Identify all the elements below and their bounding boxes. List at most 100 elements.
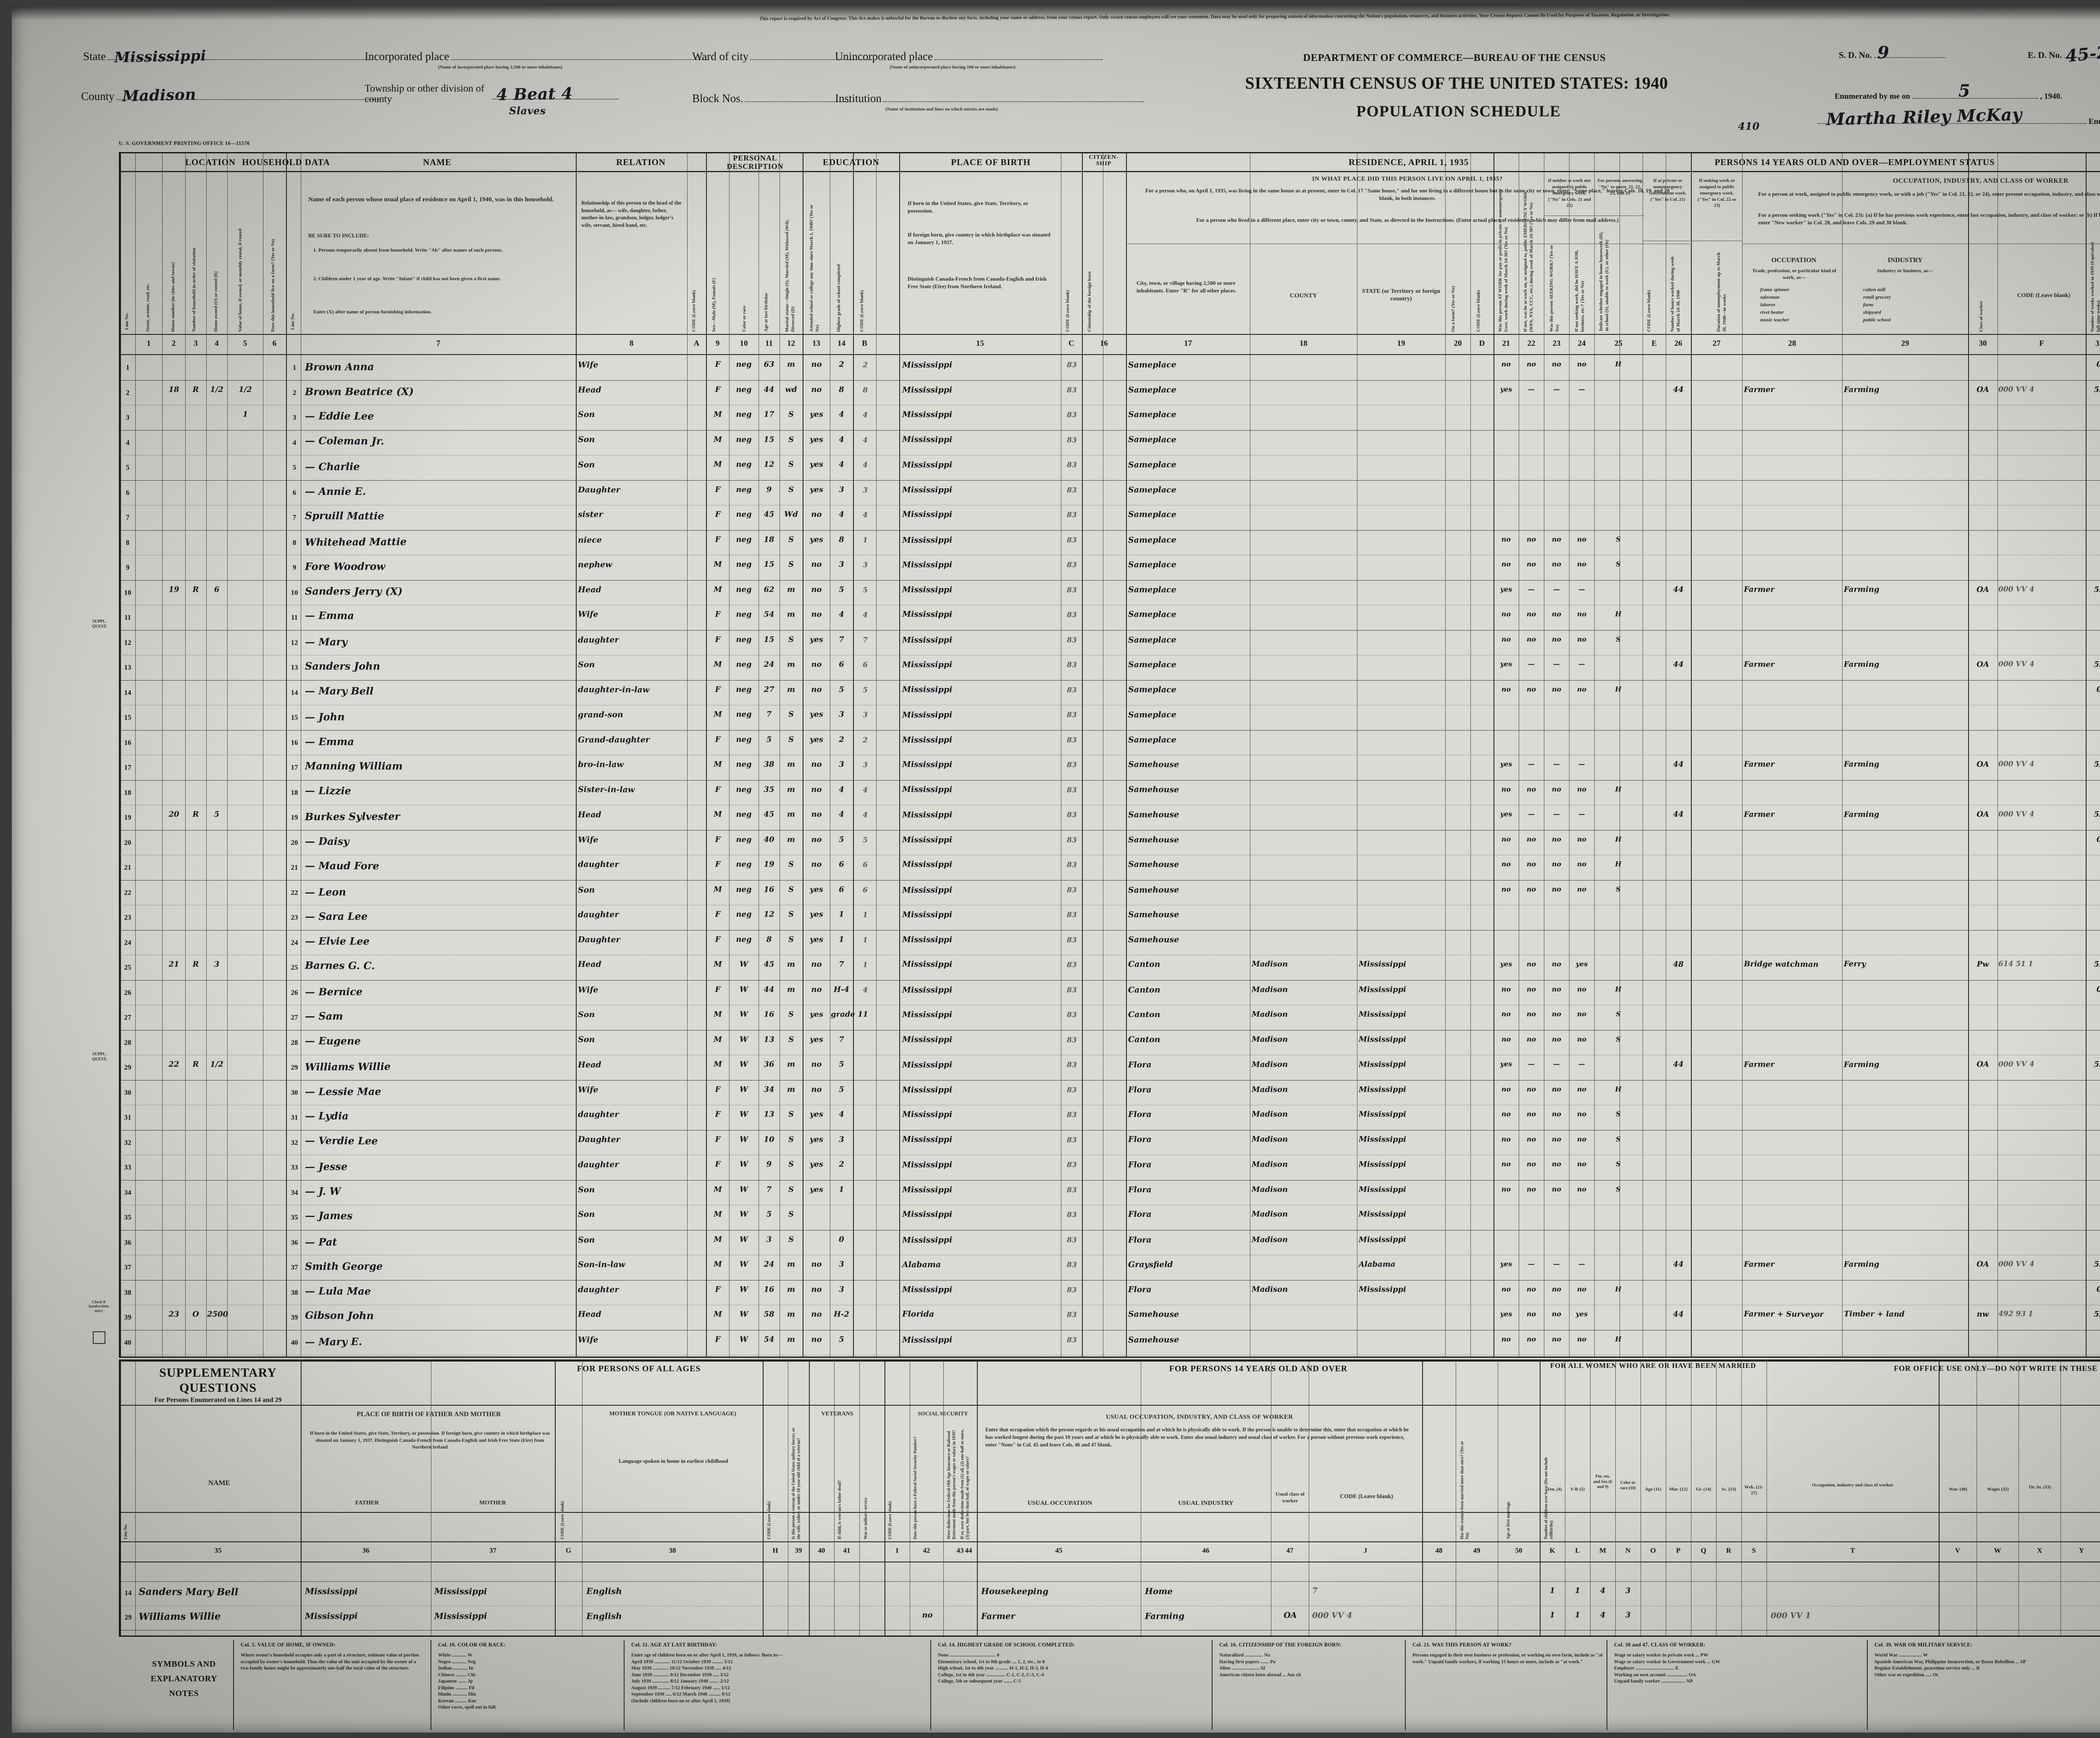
cell-sex[interactable]: F — [715, 935, 721, 944]
cell-c22[interactable]: no — [1526, 1110, 1536, 1118]
cell-pob[interactable]: Mississippi — [902, 510, 953, 519]
cell-res[interactable]: Canton — [1128, 985, 1160, 995]
cell-c21[interactable]: no — [1501, 1335, 1511, 1343]
cell-age[interactable]: 16 — [764, 1010, 774, 1019]
cell-res[interactable]: Flora — [1128, 1060, 1152, 1070]
cell-c23[interactable]: no — [1551, 1085, 1562, 1093]
cell-race[interactable]: W — [739, 1135, 748, 1144]
cell-race[interactable]: neg — [736, 535, 752, 544]
cell-grade[interactable]: 5 — [839, 1085, 844, 1094]
cell-race[interactable]: neg — [736, 585, 752, 594]
cell-res_county[interactable]: Madison — [1251, 1235, 1288, 1244]
cell-c26[interactable]: 48 — [1673, 960, 1684, 969]
cell-mar[interactable]: S — [788, 560, 794, 569]
cell-ind[interactable]: Farming — [1843, 1060, 1880, 1069]
cell-rel[interactable]: Daughter — [578, 485, 620, 494]
cell-ind[interactable]: Farming — [1843, 810, 1880, 819]
cell-name[interactable]: — Charlie — [304, 460, 360, 473]
cell-name[interactable]: Williams Willie — [304, 1060, 391, 1073]
cell-mar[interactable]: S — [788, 1135, 794, 1144]
cell-c31[interactable]: 52 — [2094, 960, 2100, 969]
cell-res_state[interactable]: Mississippi — [1359, 1010, 1406, 1019]
cell-occ[interactable]: Farmer — [1743, 585, 1774, 594]
cell-sch[interactable]: no — [811, 660, 822, 669]
cell-sex[interactable]: M — [713, 960, 722, 969]
cell-rel[interactable]: nephew — [578, 560, 612, 570]
cell-name[interactable]: Sanders Jerry (X) — [304, 584, 403, 597]
cell-rel[interactable]: Wife — [578, 610, 598, 619]
field-block-nos[interactable]: Block Nos. — [692, 92, 850, 105]
cell-res_state[interactable]: Mississippi — [1358, 1035, 1407, 1044]
cell-res[interactable]: Sameplace — [1128, 460, 1176, 470]
cell-res_county[interactable]: Madison — [1251, 1034, 1288, 1044]
cell-sch[interactable]: no — [811, 1060, 822, 1069]
cell-sex[interactable]: F — [715, 735, 721, 744]
cell-race[interactable]: W — [739, 1259, 748, 1269]
cell-rel[interactable]: Son — [578, 410, 595, 419]
cell-res[interactable]: Sameplace — [1128, 434, 1176, 444]
supp-cell-usual_occ[interactable]: Farmer — [981, 1611, 1016, 1621]
cell-rel[interactable]: Daughter — [578, 935, 620, 944]
cell-c23[interactable]: no — [1551, 685, 1562, 693]
cell-race[interactable]: neg — [736, 510, 752, 519]
cell-pob[interactable]: Mississippi — [902, 835, 953, 844]
cell-sch[interactable]: yes — [809, 885, 824, 894]
cell-c26[interactable]: 44 — [1673, 1259, 1684, 1269]
cell-pob[interactable]: Mississippi — [902, 609, 953, 619]
cell-c22[interactable]: — — [1528, 1259, 1535, 1268]
cell-age[interactable]: 5 — [766, 735, 772, 744]
cell-age[interactable]: 12 — [764, 910, 774, 919]
cell-race[interactable]: neg — [736, 810, 752, 819]
cell-c22[interactable]: no — [1526, 1135, 1536, 1143]
cell-c24[interactable]: no — [1577, 835, 1587, 843]
cell-race[interactable]: neg — [736, 460, 752, 469]
cell-occ[interactable]: Farmer — [1743, 1260, 1774, 1269]
cell-rel[interactable]: daughter — [578, 635, 619, 645]
cell-sex[interactable]: M — [714, 560, 722, 569]
cell-c22[interactable]: — — [1528, 660, 1535, 668]
cell-age[interactable]: 27 — [764, 685, 774, 694]
cell-f[interactable]: 000 VV 4 — [1998, 810, 2034, 819]
field-state[interactable]: State Mississippi — [83, 47, 372, 66]
cell-c22[interactable]: no — [1526, 535, 1536, 543]
cell-cls[interactable]: OA — [1977, 760, 1989, 769]
cell-res[interactable]: Sameplace — [1128, 585, 1176, 594]
cell-c21[interactable]: yes — [1500, 960, 1512, 968]
cell-pob[interactable]: Mississippi — [902, 1034, 953, 1044]
margin-checkbox[interactable] — [93, 1331, 105, 1344]
cell-sex[interactable]: M — [713, 710, 722, 719]
cell-ind[interactable]: Farming — [1843, 1260, 1880, 1269]
cell-grade[interactable]: 1 — [839, 935, 844, 944]
cell-pob[interactable]: Mississippi — [902, 1010, 953, 1019]
cell-sex[interactable]: F — [715, 835, 721, 844]
supp-cell-tongue[interactable]: English — [586, 1611, 622, 1622]
cell-sch[interactable]: yes — [809, 485, 824, 494]
supp-cell-occ_code[interactable]: 000 VV 1 — [1770, 1611, 1811, 1621]
cell-sch[interactable]: no — [811, 1335, 822, 1344]
cell-c23[interactable]: no — [1551, 560, 1562, 568]
cell-name[interactable]: — Coleman Jr. — [304, 434, 384, 447]
field-ward[interactable]: Ward of city — [692, 50, 872, 63]
cell-mar[interactable]: m — [787, 610, 795, 619]
cell-age[interactable]: 10 — [764, 1135, 774, 1144]
cell-res[interactable]: Samehouse — [1128, 1309, 1179, 1319]
cell-sch[interactable]: yes — [809, 735, 824, 744]
cell-rel[interactable]: Son — [578, 1210, 595, 1219]
cell-c21[interactable]: no — [1501, 1160, 1511, 1168]
cell-f[interactable]: 000 VV 4 — [1998, 585, 2034, 594]
cell-age[interactable]: 38 — [764, 760, 774, 769]
cell-c23[interactable]: no — [1551, 785, 1562, 793]
cell-name[interactable]: — Leon — [304, 885, 346, 898]
cell-grade[interactable]: 3 — [839, 485, 844, 494]
cell-sex[interactable]: M — [713, 1235, 722, 1244]
cell-f[interactable]: 614 51 1 — [1998, 960, 2033, 968]
cell-sch[interactable]: no — [811, 685, 822, 694]
cell-sch[interactable]: no — [811, 1285, 822, 1294]
cell-own[interactable]: O — [192, 1309, 199, 1319]
cell-val[interactable]: 5 — [214, 810, 220, 819]
cell-mar[interactable]: S — [788, 410, 794, 419]
cell-own[interactable]: R — [192, 810, 199, 819]
cell-sch[interactable]: no — [811, 1085, 822, 1094]
cell-mar[interactable]: S — [788, 1185, 794, 1194]
supp-cell-tongue[interactable]: English — [586, 1586, 622, 1596]
